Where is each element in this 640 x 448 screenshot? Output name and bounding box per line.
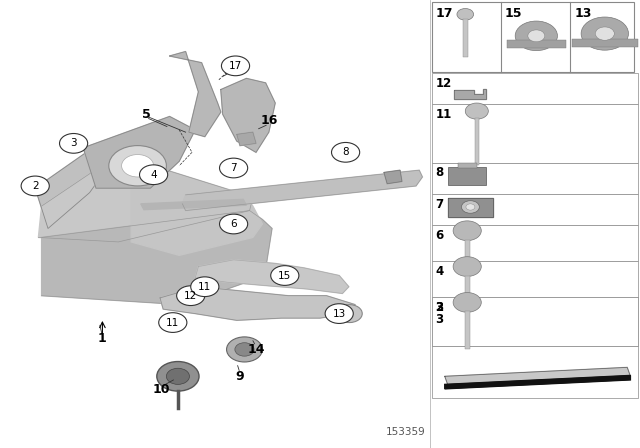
- Bar: [458, 163, 477, 168]
- Text: 11: 11: [166, 318, 179, 327]
- Text: 13: 13: [574, 7, 591, 20]
- Text: 9: 9: [236, 370, 244, 383]
- Polygon shape: [160, 287, 355, 320]
- Polygon shape: [42, 211, 272, 305]
- Text: 4: 4: [150, 170, 157, 180]
- Polygon shape: [448, 198, 493, 217]
- Circle shape: [581, 17, 628, 50]
- Polygon shape: [141, 199, 246, 210]
- Circle shape: [177, 286, 205, 306]
- Text: 17: 17: [436, 7, 453, 20]
- Text: 2: 2: [32, 181, 38, 191]
- Circle shape: [235, 343, 254, 356]
- Circle shape: [457, 9, 474, 20]
- Text: 3: 3: [435, 301, 444, 314]
- Polygon shape: [83, 116, 195, 188]
- Circle shape: [122, 155, 154, 177]
- Text: 3: 3: [70, 138, 77, 148]
- Text: 12: 12: [435, 77, 451, 90]
- Bar: [465, 276, 470, 298]
- Circle shape: [528, 30, 545, 42]
- Bar: [465, 240, 470, 264]
- Text: 15: 15: [505, 7, 522, 20]
- Circle shape: [461, 201, 479, 213]
- Text: 13: 13: [333, 309, 346, 319]
- Polygon shape: [35, 148, 106, 228]
- Circle shape: [325, 304, 353, 323]
- Circle shape: [166, 368, 189, 384]
- Text: 6: 6: [435, 229, 444, 242]
- Circle shape: [60, 134, 88, 153]
- Polygon shape: [454, 89, 486, 99]
- Text: 6: 6: [230, 219, 237, 229]
- Text: 11: 11: [435, 108, 451, 121]
- Bar: [432, 297, 638, 346]
- Circle shape: [227, 337, 262, 362]
- Text: 5: 5: [141, 108, 150, 121]
- Polygon shape: [221, 78, 275, 152]
- Bar: [432, 261, 638, 297]
- Text: 11: 11: [198, 282, 211, 292]
- Circle shape: [515, 21, 557, 51]
- Circle shape: [220, 158, 248, 178]
- Text: 7: 7: [230, 163, 237, 173]
- Text: 7: 7: [435, 198, 444, 211]
- Polygon shape: [384, 170, 402, 184]
- Bar: [432, 225, 638, 261]
- Circle shape: [453, 257, 481, 276]
- Text: 14: 14: [247, 343, 265, 356]
- Bar: [432, 104, 638, 163]
- Text: 2: 2: [435, 301, 444, 314]
- Polygon shape: [182, 170, 422, 211]
- Bar: [448, 167, 486, 185]
- Text: 3: 3: [435, 313, 444, 326]
- Polygon shape: [237, 132, 256, 146]
- Circle shape: [453, 293, 481, 312]
- Bar: [432, 2, 634, 72]
- Bar: [432, 194, 638, 225]
- Circle shape: [595, 27, 614, 40]
- Text: 16: 16: [260, 114, 278, 128]
- Text: 8: 8: [435, 166, 444, 179]
- Bar: [463, 19, 468, 57]
- Bar: [432, 297, 638, 346]
- Text: 8: 8: [342, 147, 349, 157]
- Text: 12: 12: [184, 291, 197, 301]
- Circle shape: [191, 277, 219, 297]
- Circle shape: [465, 103, 488, 119]
- Polygon shape: [38, 150, 253, 242]
- Circle shape: [21, 176, 49, 196]
- Circle shape: [140, 165, 168, 185]
- Circle shape: [157, 362, 199, 391]
- Text: 4: 4: [435, 265, 444, 278]
- Bar: [432, 73, 638, 104]
- Circle shape: [332, 142, 360, 162]
- Bar: [432, 346, 638, 398]
- Text: 1: 1: [98, 332, 107, 345]
- Bar: [572, 39, 638, 47]
- Polygon shape: [195, 260, 349, 293]
- Bar: [475, 118, 479, 165]
- Circle shape: [159, 313, 187, 332]
- Circle shape: [109, 146, 166, 186]
- Circle shape: [453, 221, 481, 241]
- Polygon shape: [445, 367, 630, 385]
- Polygon shape: [170, 52, 221, 137]
- Polygon shape: [131, 159, 262, 255]
- Circle shape: [220, 214, 248, 234]
- Text: 10: 10: [152, 383, 170, 396]
- Circle shape: [221, 56, 250, 76]
- Circle shape: [466, 204, 475, 210]
- Polygon shape: [445, 375, 630, 389]
- Circle shape: [337, 305, 362, 323]
- Text: 15: 15: [278, 271, 291, 280]
- Circle shape: [271, 266, 299, 285]
- Text: 153359: 153359: [386, 427, 426, 437]
- Bar: [507, 40, 566, 47]
- Bar: [465, 311, 470, 349]
- Text: 17: 17: [229, 61, 242, 71]
- Bar: [432, 163, 638, 194]
